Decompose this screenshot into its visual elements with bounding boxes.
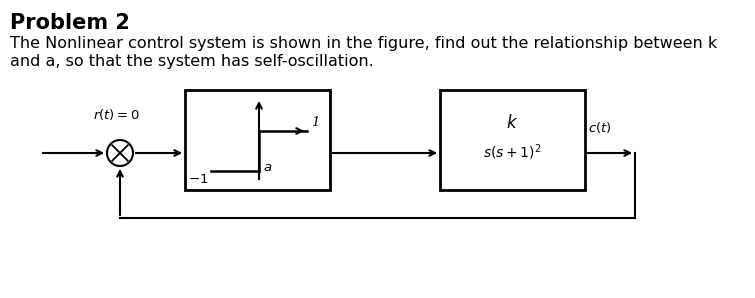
Text: $a$: $a$ (263, 161, 273, 174)
Bar (440, 90, 585, 190)
Text: and a, so that the system has self-oscillation.: and a, so that the system has self-oscil… (10, 54, 374, 69)
Text: Problem 2: Problem 2 (10, 13, 130, 33)
Text: $s(s+1)^2$: $s(s+1)^2$ (483, 142, 542, 162)
Text: $r(t)=0$: $r(t)=0$ (93, 107, 140, 122)
Bar (185, 90, 330, 190)
Text: $c(t)$: $c(t)$ (588, 120, 612, 135)
Text: 1: 1 (311, 116, 319, 129)
Text: The Nonlinear control system is shown in the figure, find out the relationship b: The Nonlinear control system is shown in… (10, 36, 717, 51)
Text: $k$: $k$ (507, 114, 519, 132)
Text: $-1$: $-1$ (188, 173, 208, 186)
